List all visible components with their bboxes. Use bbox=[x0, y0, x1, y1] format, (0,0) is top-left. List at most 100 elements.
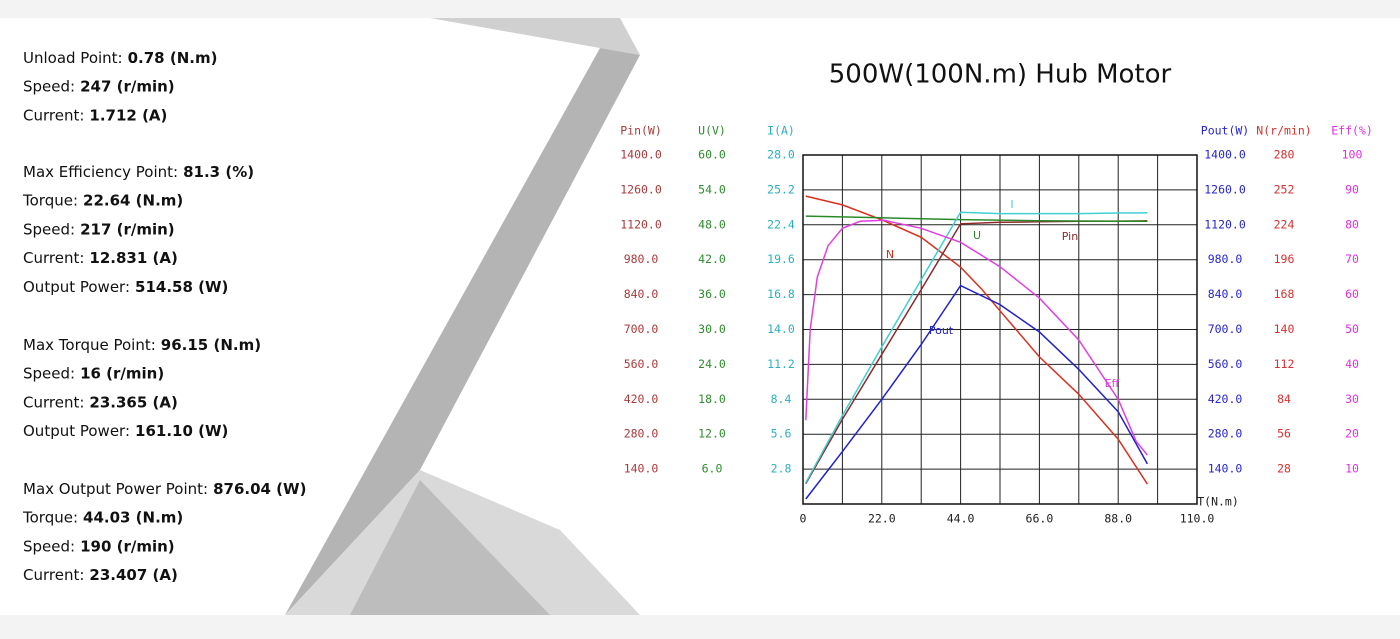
x-tick-label: 110.0 bbox=[1180, 512, 1215, 526]
y-tick-label: 8.4 bbox=[771, 392, 792, 406]
spec-value: 161.10 (W) bbox=[135, 422, 228, 440]
spec-line: Max Torque Point: 96.15 (N.m) bbox=[23, 336, 261, 354]
y-tick-label: 11.2 bbox=[767, 357, 795, 371]
spec-line: Max Efficiency Point: 81.3 (%) bbox=[23, 163, 254, 181]
y-tick-label: 16.8 bbox=[767, 287, 795, 301]
y-tick-label: 168 bbox=[1274, 287, 1295, 301]
y-tick-label: 980.0 bbox=[624, 252, 659, 266]
y-tick-label: 196 bbox=[1274, 252, 1295, 266]
y-axis-title: Pin(W) bbox=[620, 124, 662, 138]
spec-label: Torque: bbox=[22, 508, 78, 526]
spec-value: 0.78 (N.m) bbox=[128, 49, 218, 67]
spec-value: 44.03 (N.m) bbox=[83, 508, 183, 526]
spec-value: 514.58 (W) bbox=[135, 277, 228, 295]
spec-value: 12.831 (A) bbox=[89, 249, 177, 267]
spec-line: Current: 1.712 (A) bbox=[23, 106, 167, 124]
y-tick-label: 1120.0 bbox=[620, 217, 662, 231]
spec-line: Current: 12.831 (A) bbox=[23, 249, 178, 267]
x-tick-label: 88.0 bbox=[1104, 512, 1132, 526]
y-tick-label: 50 bbox=[1345, 322, 1359, 336]
spec-line: Current: 23.407 (A) bbox=[23, 566, 178, 584]
content-panel bbox=[0, 18, 1400, 615]
y-tick-label: 60.0 bbox=[698, 148, 726, 162]
y-axis-title: Eff(%) bbox=[1331, 124, 1373, 138]
y-tick-label: 420.0 bbox=[1208, 392, 1243, 406]
y-tick-label: 60 bbox=[1345, 287, 1359, 301]
spec-value: 876.04 (W) bbox=[213, 480, 306, 498]
y-tick-label: 84 bbox=[1277, 392, 1291, 406]
x-tick-label: 44.0 bbox=[947, 512, 975, 526]
spec-line: Current: 23.365 (A) bbox=[23, 393, 178, 411]
y-tick-label: 280.0 bbox=[1208, 427, 1243, 441]
series-line bbox=[805, 284, 1149, 500]
spec-line: Speed: 16 (r/min) bbox=[23, 364, 164, 382]
y-tick-label: 40 bbox=[1345, 357, 1359, 371]
y-tick-label: 1400.0 bbox=[1204, 148, 1246, 162]
spec-label: Speed: bbox=[23, 537, 75, 555]
spec-value: 22.64 (N.m) bbox=[83, 191, 183, 209]
chart: 0 22.0 44.0 66.0 88.0 110.0 T(N.m) Pin(W) 140.0 2… bbox=[620, 124, 1373, 526]
y-axis-title: N(r/min) bbox=[1256, 124, 1311, 138]
spec-line: Max Output Power Point: 876.04 (W) bbox=[23, 480, 306, 498]
spec-line: Output Power: 514.58 (W) bbox=[23, 277, 228, 295]
series-label: N bbox=[886, 248, 894, 261]
x-tick-label: 22.0 bbox=[868, 512, 896, 526]
spec-label: Max Output Power Point: bbox=[23, 480, 208, 498]
y-tick-label: 30.0 bbox=[698, 322, 726, 336]
y-tick-label: 280 bbox=[1274, 148, 1295, 162]
spec-line: Torque: 44.03 (N.m) bbox=[22, 508, 183, 526]
y-tick-label: 6.0 bbox=[702, 462, 723, 476]
y-tick-label: 224 bbox=[1274, 217, 1295, 231]
y-tick-label: 36.0 bbox=[698, 287, 726, 301]
y-tick-label: 1400.0 bbox=[620, 148, 662, 162]
y-tick-label: 90 bbox=[1345, 182, 1359, 196]
y-tick-label: 25.2 bbox=[767, 182, 795, 196]
y-tick-label: 42.0 bbox=[698, 252, 726, 266]
y-tick-label: 840.0 bbox=[624, 287, 659, 301]
decoration bbox=[350, 480, 550, 615]
plot-frame bbox=[802, 154, 1198, 505]
y-tick-label: 420.0 bbox=[624, 392, 659, 406]
y-tick-label: 70 bbox=[1345, 252, 1359, 266]
y-tick-label: 54.0 bbox=[698, 182, 726, 196]
y-tick-label: 140.0 bbox=[624, 462, 659, 476]
chart-title: 500W(100N.m) Hub Motor bbox=[829, 60, 1172, 90]
spec-label: Current: bbox=[23, 106, 84, 124]
series-line bbox=[805, 195, 1149, 485]
y-tick-label: 5.6 bbox=[771, 427, 792, 441]
x-tick-label: 0 bbox=[800, 512, 807, 526]
y-tick-label: 12.0 bbox=[698, 427, 726, 441]
series-label: Pin bbox=[1062, 230, 1078, 243]
y-tick-label: 22.4 bbox=[767, 217, 795, 231]
x-axis-label: T(N.m) bbox=[1197, 495, 1239, 509]
spec-value: 190 (r/min) bbox=[80, 537, 175, 555]
series-line bbox=[805, 219, 1148, 456]
y-tick-label: 700.0 bbox=[624, 322, 659, 336]
spec-label: Speed: bbox=[23, 77, 75, 95]
series-label: Pout bbox=[929, 324, 954, 337]
series-line bbox=[805, 211, 1148, 484]
spec-value: 247 (r/min) bbox=[80, 77, 175, 95]
spec-line: Speed: 217 (r/min) bbox=[23, 220, 175, 238]
y-tick-label: 112 bbox=[1274, 357, 1295, 371]
y-tick-label: 48.0 bbox=[698, 217, 726, 231]
spec-label: Output Power: bbox=[23, 277, 130, 295]
spec-label: Speed: bbox=[23, 220, 75, 238]
y-tick-label: 19.6 bbox=[767, 252, 795, 266]
spec-label: Speed: bbox=[23, 364, 75, 382]
y-tick-label: 80 bbox=[1345, 217, 1359, 231]
y-tick-label: 2.8 bbox=[771, 462, 792, 476]
y-tick-label: 560.0 bbox=[624, 357, 659, 371]
y-axis-title: I(A) bbox=[767, 124, 795, 138]
y-tick-label: 18.0 bbox=[698, 392, 726, 406]
series-line bbox=[805, 215, 1148, 223]
spec-value: 217 (r/min) bbox=[80, 220, 175, 238]
y-tick-label: 280.0 bbox=[624, 427, 659, 441]
y-tick-label: 20 bbox=[1345, 427, 1359, 441]
y-tick-label: 252 bbox=[1274, 182, 1295, 196]
spec-value: 23.365 (A) bbox=[89, 393, 177, 411]
spec-line: Speed: 247 (r/min) bbox=[23, 77, 175, 95]
y-tick-label: 100 bbox=[1342, 148, 1363, 162]
